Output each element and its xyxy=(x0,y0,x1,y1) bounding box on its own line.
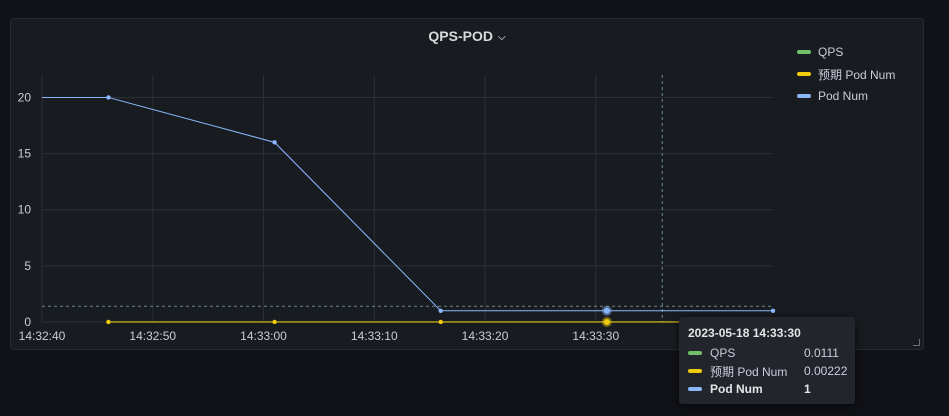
data-point xyxy=(106,95,111,100)
data-point xyxy=(770,308,776,313)
x-tick-label: 14:33:00 xyxy=(240,329,287,343)
legend-label: Pod Num xyxy=(818,89,869,103)
tooltip-swatch xyxy=(688,369,702,373)
chart-panel: QPS-POD ⌵ xyxy=(10,18,924,350)
y-tick-label: 10 xyxy=(18,203,32,217)
legend-swatch xyxy=(797,94,811,98)
x-tick-label: 14:32:50 xyxy=(129,329,176,343)
y-tick-label: 5 xyxy=(24,259,31,273)
y-tick-label: 20 xyxy=(18,90,32,104)
legend: QPS 预期 Pod Num Pod Num xyxy=(797,41,895,107)
hover-point xyxy=(603,318,610,325)
data-point xyxy=(106,319,111,325)
x-tick-label: 14:33:20 xyxy=(462,329,509,343)
data-point xyxy=(272,319,277,325)
legend-item-qps[interactable]: QPS xyxy=(797,41,895,63)
data-point xyxy=(272,140,277,145)
data-point xyxy=(438,319,443,325)
tooltip-value: 0.00222 xyxy=(804,364,848,378)
hover-tooltip: 2023-05-18 14:33:30 QPS 0.0111 预期 Pod Nu… xyxy=(679,317,855,404)
legend-swatch xyxy=(797,72,811,76)
tooltip-row-pod-num: Pod Num 1 xyxy=(688,380,848,398)
x-tick-label: 14:33:30 xyxy=(572,329,619,343)
legend-label: QPS xyxy=(818,45,844,59)
panel-title-text[interactable]: QPS-POD xyxy=(428,28,493,44)
hover-point xyxy=(603,307,610,314)
x-tick-label: 14:32:40 xyxy=(19,329,66,343)
legend-label: 预期 Pod Num xyxy=(818,67,896,82)
legend-item-expected-pod-num[interactable]: 预期 Pod Num xyxy=(797,63,895,85)
x-tick-label: 14:33:10 xyxy=(351,329,398,343)
legend-swatch xyxy=(797,50,811,54)
tooltip-swatch xyxy=(688,351,702,355)
panel-title[interactable]: QPS-POD ⌵ xyxy=(11,28,923,44)
tooltip-value: 0.0111 xyxy=(804,346,839,360)
tooltip-label: 预期 Pod Num xyxy=(710,364,788,379)
resize-handle-icon[interactable] xyxy=(913,339,920,346)
tooltip-label: QPS xyxy=(710,346,736,360)
tooltip-row-expected-pod-num: 预期 Pod Num 0.00222 xyxy=(688,362,848,380)
tooltip-swatch xyxy=(688,387,702,391)
y-tick-label: 0 xyxy=(24,315,31,329)
y-tick-label: 15 xyxy=(18,147,32,161)
series-line xyxy=(42,96,773,312)
legend-item-pod-num[interactable]: Pod Num xyxy=(797,85,895,107)
data-point xyxy=(438,308,443,313)
tooltip-row-qps: QPS 0.0111 xyxy=(688,344,848,362)
chevron-down-icon[interactable]: ⌵ xyxy=(497,32,506,43)
tooltip-timestamp: 2023-05-18 14:33:30 xyxy=(688,326,801,340)
tooltip-value: 1 xyxy=(804,382,811,396)
tooltip-label: Pod Num xyxy=(710,382,763,396)
